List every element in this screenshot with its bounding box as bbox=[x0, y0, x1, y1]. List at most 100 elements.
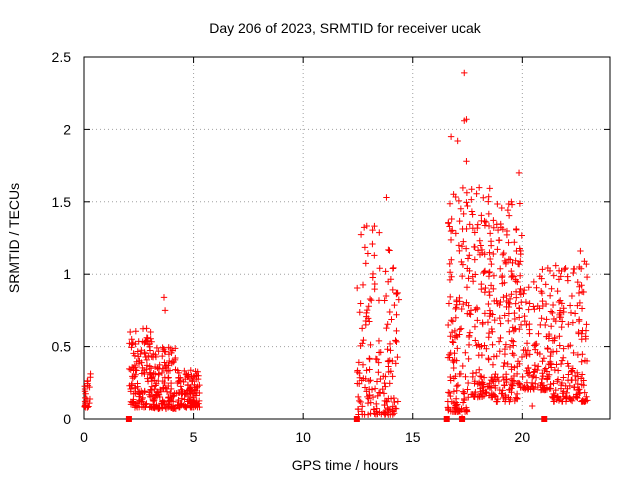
data-point bbox=[481, 289, 489, 296]
data-point bbox=[371, 410, 378, 417]
data-point bbox=[546, 371, 553, 378]
data-point bbox=[516, 200, 524, 207]
data-point bbox=[575, 317, 583, 325]
data-point bbox=[487, 242, 495, 249]
data-point bbox=[505, 256, 513, 263]
data-point bbox=[180, 378, 187, 386]
data-point bbox=[132, 384, 139, 391]
data-point bbox=[465, 355, 472, 363]
data-point bbox=[538, 379, 545, 387]
data-point bbox=[455, 242, 463, 249]
data-point bbox=[138, 398, 145, 405]
data-point bbox=[133, 404, 141, 411]
data-point bbox=[505, 212, 513, 219]
data-point bbox=[192, 392, 200, 399]
y-tick-label: 2 bbox=[63, 121, 71, 137]
data-point bbox=[189, 397, 197, 405]
data-point bbox=[526, 351, 533, 358]
data-point bbox=[471, 229, 479, 236]
data-point bbox=[537, 288, 545, 295]
data-point bbox=[355, 405, 362, 413]
data-point bbox=[561, 266, 568, 273]
data-point bbox=[365, 395, 372, 402]
data-point bbox=[161, 359, 168, 366]
data-point bbox=[130, 390, 137, 398]
data-point bbox=[144, 378, 152, 385]
data-point bbox=[452, 314, 460, 321]
data-point bbox=[387, 347, 394, 354]
data-point bbox=[175, 369, 183, 377]
data-point bbox=[392, 337, 399, 344]
data-point bbox=[363, 367, 370, 374]
data-point bbox=[488, 260, 495, 268]
data-point bbox=[362, 260, 370, 267]
data-point bbox=[131, 352, 139, 359]
data-point bbox=[564, 273, 571, 280]
data-point bbox=[145, 352, 152, 360]
data-point bbox=[551, 366, 559, 374]
data-point bbox=[473, 190, 480, 197]
data-point-outlier bbox=[447, 133, 455, 140]
data-point bbox=[459, 184, 467, 192]
data-point bbox=[581, 357, 589, 364]
data-point bbox=[191, 387, 199, 395]
data-point bbox=[151, 404, 158, 412]
data-point bbox=[163, 388, 171, 395]
data-point bbox=[193, 401, 200, 408]
data-point bbox=[391, 405, 399, 412]
data-point bbox=[514, 357, 522, 365]
data-point bbox=[375, 337, 383, 345]
data-point bbox=[500, 376, 508, 384]
data-point bbox=[394, 398, 402, 405]
data-point bbox=[469, 211, 476, 218]
data-point bbox=[174, 401, 182, 408]
data-point bbox=[375, 369, 382, 376]
data-point bbox=[550, 398, 558, 405]
data-point bbox=[575, 328, 582, 336]
data-point bbox=[390, 394, 398, 402]
data-point bbox=[508, 267, 515, 275]
data-point bbox=[153, 380, 160, 387]
data-point bbox=[558, 357, 566, 364]
data-point bbox=[568, 376, 576, 384]
data-point bbox=[359, 281, 367, 289]
data-point bbox=[182, 404, 190, 411]
data-point bbox=[369, 393, 377, 401]
data-point bbox=[181, 367, 188, 375]
data-point bbox=[500, 294, 507, 301]
data-point bbox=[574, 394, 581, 402]
data-point bbox=[517, 258, 524, 265]
data-point bbox=[449, 318, 456, 325]
data-point bbox=[577, 375, 585, 382]
data-point bbox=[491, 316, 498, 324]
data-point bbox=[538, 315, 545, 322]
data-point-outlier bbox=[508, 198, 515, 205]
data-point bbox=[582, 327, 590, 334]
data-point bbox=[566, 302, 574, 309]
data-point bbox=[583, 393, 590, 400]
data-point bbox=[460, 300, 467, 308]
data-point bbox=[135, 360, 143, 367]
data-point bbox=[381, 409, 389, 417]
data-point bbox=[184, 392, 192, 400]
data-point bbox=[504, 360, 511, 368]
data-point-outlier bbox=[461, 69, 468, 77]
data-point bbox=[485, 193, 492, 201]
data-point bbox=[135, 338, 142, 345]
data-point bbox=[384, 278, 392, 285]
data-point bbox=[386, 247, 393, 254]
data-point bbox=[357, 300, 364, 307]
data-point bbox=[356, 397, 363, 405]
data-point bbox=[494, 398, 501, 405]
data-point bbox=[446, 389, 453, 397]
data-point bbox=[360, 336, 367, 344]
data-point bbox=[546, 292, 554, 299]
data-point bbox=[578, 371, 586, 378]
data-point bbox=[366, 391, 373, 399]
data-point bbox=[449, 338, 456, 345]
data-point bbox=[570, 265, 577, 273]
data-point bbox=[127, 385, 134, 393]
data-point bbox=[533, 284, 540, 291]
data-point bbox=[521, 286, 528, 294]
data-point bbox=[479, 319, 486, 326]
